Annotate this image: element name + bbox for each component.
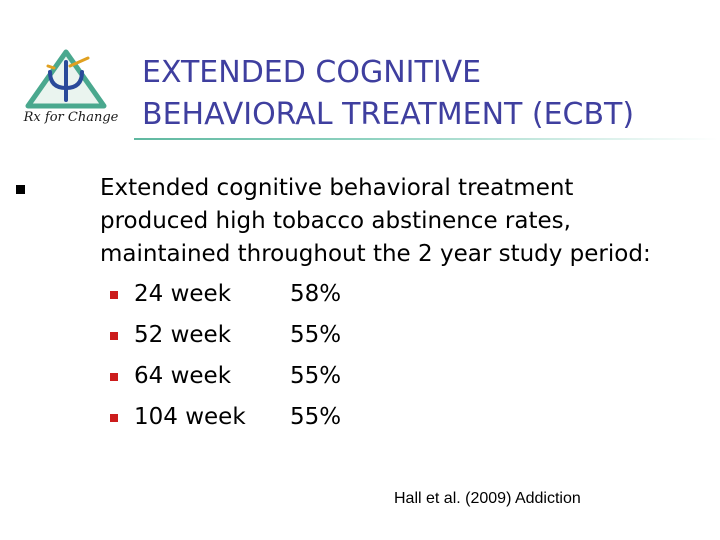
main-bullet-marker: [16, 172, 25, 198]
main-bullet-text: Extended cognitive behavioral treatment …: [100, 172, 710, 271]
week-label: 64 week: [134, 363, 232, 389]
abstinence-percent: 55%: [290, 404, 342, 430]
main-bullet-line-2: produced high tobacco abstinence rates,: [100, 208, 571, 234]
main-bullet-line-3: maintained throughout the 2 year study p…: [100, 241, 651, 267]
main-bullet-line-1: Extended cognitive behavioral treatment: [100, 175, 574, 201]
abstinence-percent: 55%: [290, 322, 342, 348]
square-bullet-icon: [110, 291, 118, 299]
rx-for-change-logo: Rx for Change: [8, 48, 132, 134]
psi-triangle-logo-icon: [25, 49, 107, 109]
abstinence-percent: 58%: [290, 281, 342, 307]
week-label: 52 week: [134, 322, 232, 348]
square-bullet-icon: [16, 185, 25, 194]
abstinence-rate-list: 24 week 58% 52 week 55% 64 week 55% 104 …: [110, 279, 510, 443]
list-item: 104 week 55%: [110, 402, 510, 443]
square-bullet-icon: [110, 373, 118, 381]
list-item: 52 week 55%: [110, 320, 510, 361]
abstinence-percent: 55%: [290, 363, 342, 389]
title-divider: [134, 138, 718, 140]
title-line-1: EXTENDED COGNITIVE: [142, 55, 482, 90]
list-item: 24 week 58%: [110, 279, 510, 320]
week-label: 24 week: [134, 281, 232, 307]
square-bullet-icon: [110, 414, 118, 422]
title-line-2: BEHAVIORAL TREATMENT (ECBT): [142, 97, 635, 132]
week-label: 104 week: [134, 404, 246, 430]
slide-title: EXTENDED COGNITIVE BEHAVIORAL TREATMENT …: [142, 52, 712, 136]
list-item: 64 week 55%: [110, 361, 510, 402]
square-bullet-icon: [110, 332, 118, 340]
logo-text: Rx for Change: [23, 110, 119, 125]
citation: Hall et al. (2009) Addiction: [394, 490, 581, 507]
